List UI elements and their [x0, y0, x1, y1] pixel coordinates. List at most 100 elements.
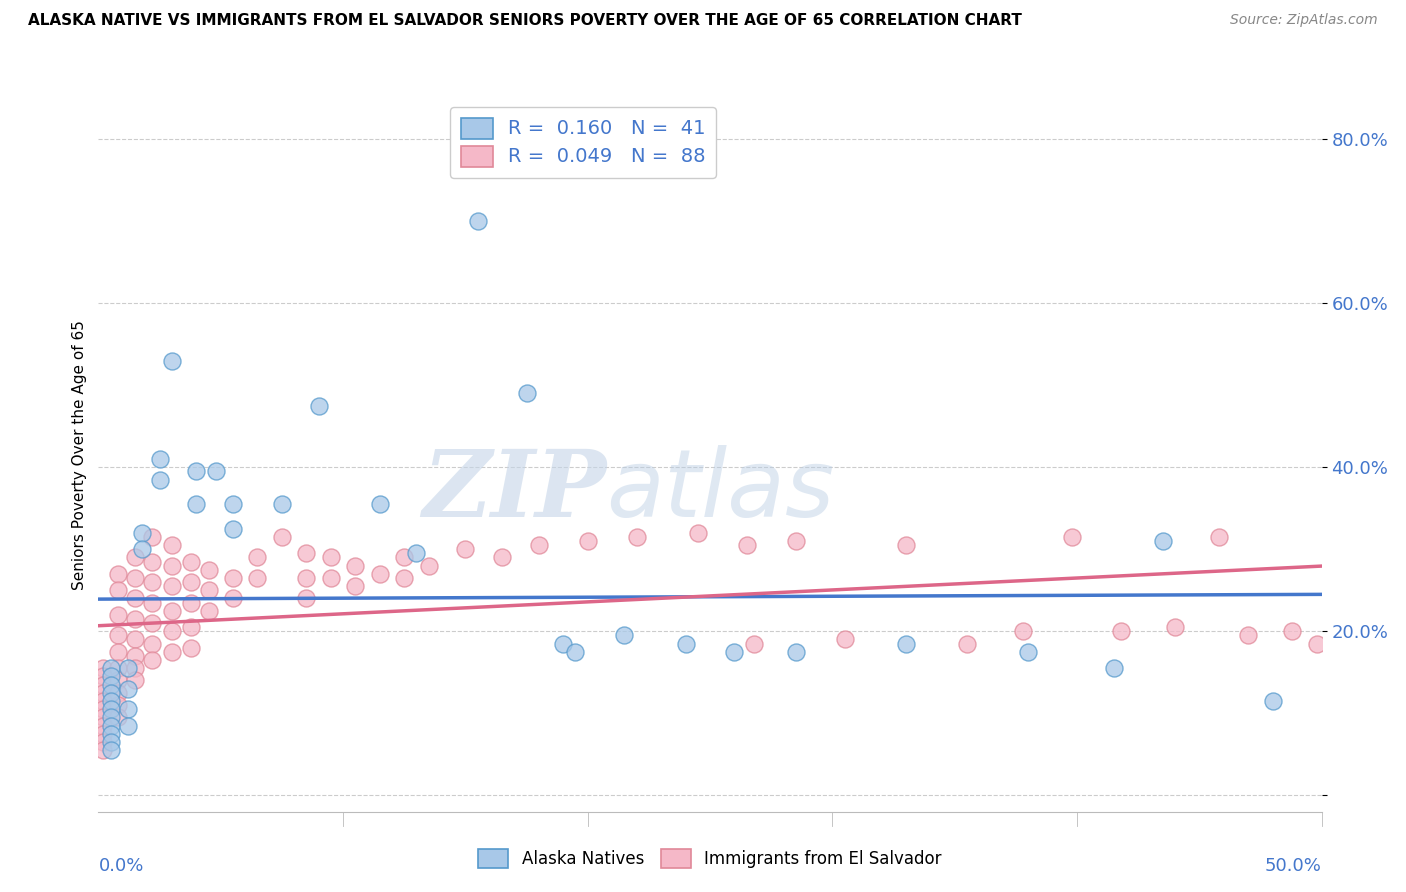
Point — [1017, 645, 1039, 659]
Point — [160, 579, 183, 593]
Point — [785, 645, 807, 659]
Point — [186, 497, 208, 511]
Point — [124, 550, 146, 565]
Point — [515, 386, 537, 401]
Point — [180, 620, 202, 634]
Point — [308, 399, 330, 413]
Point — [107, 673, 129, 688]
Text: 50.0%: 50.0% — [1265, 857, 1322, 875]
Point — [107, 698, 129, 712]
Point — [295, 591, 318, 606]
Point — [344, 558, 367, 573]
Point — [418, 558, 440, 573]
Point — [785, 534, 807, 549]
Text: ALASKA NATIVE VS IMMIGRANTS FROM EL SALVADOR SENIORS POVERTY OVER THE AGE OF 65 : ALASKA NATIVE VS IMMIGRANTS FROM EL SALV… — [28, 13, 1022, 29]
Legend: Alaska Natives, Immigrants from El Salvador: Alaska Natives, Immigrants from El Salva… — [472, 842, 948, 875]
Point — [149, 452, 172, 467]
Point — [368, 566, 391, 581]
Point — [405, 546, 427, 560]
Point — [100, 743, 122, 757]
Point — [1012, 624, 1035, 639]
Point — [91, 661, 114, 675]
Point — [1152, 534, 1174, 549]
Point — [180, 640, 202, 655]
Point — [246, 550, 269, 565]
Point — [613, 628, 636, 642]
Point — [100, 718, 122, 732]
Text: 0.0%: 0.0% — [98, 857, 143, 875]
Point — [894, 538, 917, 552]
Point — [160, 353, 183, 368]
Point — [454, 542, 477, 557]
Point — [576, 534, 599, 549]
Point — [117, 702, 139, 716]
Point — [344, 579, 367, 593]
Point — [1237, 628, 1260, 642]
Point — [735, 538, 758, 552]
Point — [117, 718, 139, 732]
Point — [491, 550, 513, 565]
Point — [1164, 620, 1187, 634]
Point — [368, 497, 391, 511]
Point — [894, 636, 917, 650]
Point — [1102, 661, 1125, 675]
Point — [160, 624, 183, 639]
Point — [1281, 624, 1303, 639]
Text: ZIP: ZIP — [422, 446, 606, 535]
Point — [124, 632, 146, 647]
Point — [124, 571, 146, 585]
Point — [160, 645, 183, 659]
Point — [742, 636, 765, 650]
Point — [723, 645, 745, 659]
Text: Source: ZipAtlas.com: Source: ZipAtlas.com — [1230, 13, 1378, 28]
Point — [124, 591, 146, 606]
Point — [319, 571, 342, 585]
Point — [100, 661, 122, 675]
Point — [197, 563, 219, 577]
Point — [91, 686, 114, 700]
Y-axis label: Seniors Poverty Over the Age of 65: Seniors Poverty Over the Age of 65 — [72, 320, 87, 590]
Point — [222, 497, 245, 511]
Point — [107, 566, 129, 581]
Point — [180, 575, 202, 590]
Point — [100, 686, 122, 700]
Point — [117, 681, 139, 696]
Point — [197, 583, 219, 598]
Point — [100, 669, 122, 683]
Point — [392, 550, 416, 565]
Point — [107, 645, 129, 659]
Point — [141, 575, 163, 590]
Point — [160, 538, 183, 552]
Point — [100, 727, 122, 741]
Point — [222, 571, 245, 585]
Point — [141, 616, 163, 631]
Point — [91, 718, 114, 732]
Point — [319, 550, 342, 565]
Point — [124, 612, 146, 626]
Point — [180, 596, 202, 610]
Point — [834, 632, 856, 647]
Point — [149, 473, 172, 487]
Point — [527, 538, 550, 552]
Point — [107, 607, 129, 622]
Point — [160, 604, 183, 618]
Point — [1261, 694, 1284, 708]
Point — [131, 525, 153, 540]
Point — [180, 555, 202, 569]
Point — [131, 542, 153, 557]
Point — [626, 530, 648, 544]
Point — [270, 497, 294, 511]
Point — [295, 571, 318, 585]
Point — [107, 628, 129, 642]
Point — [1208, 530, 1230, 544]
Point — [100, 694, 122, 708]
Point — [117, 661, 139, 675]
Point — [91, 702, 114, 716]
Point — [91, 669, 114, 683]
Point — [107, 583, 129, 598]
Point — [91, 710, 114, 724]
Point — [675, 636, 697, 650]
Point — [124, 661, 146, 675]
Point — [205, 464, 228, 478]
Point — [956, 636, 979, 650]
